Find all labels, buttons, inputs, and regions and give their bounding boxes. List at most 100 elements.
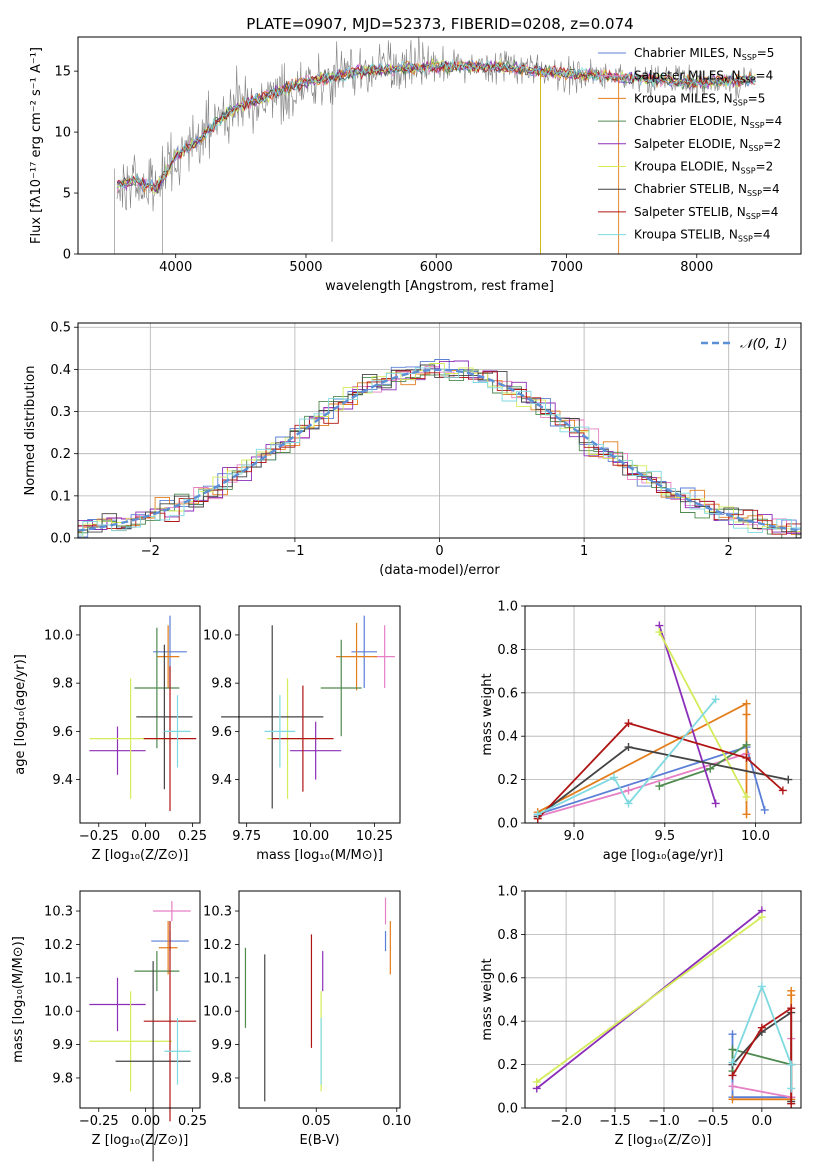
y-tick-label: 0.0 <box>50 532 71 547</box>
series-marker <box>655 628 664 637</box>
x-axis-label: Z [log₁₀(Z/Z⊙)] <box>615 1133 712 1148</box>
y-tick-label: 0.0 <box>497 1102 518 1117</box>
errorbar-point-3 <box>320 639 362 737</box>
y-tick-label: 9.4 <box>52 773 73 788</box>
series-marker <box>787 1004 796 1013</box>
x-tick-label: −0.25 <box>79 829 119 844</box>
y-tick-label: 0.4 <box>497 730 518 745</box>
series-marker <box>787 986 796 995</box>
legend-entry-0: Chabrier MILES, NSSP=5 <box>634 46 774 62</box>
panel-spectrum: 4000 5000 6000 7000 8000 0 5 10 15 wavelength [An… <box>29 36 802 294</box>
y-tick-label: 10.0 <box>44 1005 73 1020</box>
x-tick-label: −0.5 <box>697 1114 729 1129</box>
axes-frame <box>524 605 802 824</box>
x-axis-label: (data-model)/error <box>379 563 500 578</box>
legend-entry: 𝒩(0, 1) <box>740 337 787 352</box>
series-marker <box>706 764 715 773</box>
y-axis-label: mass weight <box>480 673 495 755</box>
plot-area-mass-vs-Z <box>89 901 197 1162</box>
y-tick-label: 9.8 <box>52 677 73 692</box>
plot-area-age-vs-Z <box>89 615 197 811</box>
errorbar-point-2 <box>336 622 377 691</box>
x-tick-label: −2 <box>141 544 160 559</box>
series-marker <box>784 775 793 784</box>
x-tick-label: 0.25 <box>178 829 207 844</box>
y-tick-label: 9.8 <box>52 1071 73 1086</box>
figure-title: PLATE=0907, MJD=52373, FIBERID=0208, z=0… <box>246 15 633 33</box>
y-tick-label: 9.9 <box>52 1038 73 1053</box>
x-tick-label: −1.5 <box>599 1114 631 1129</box>
series-marker <box>787 1060 796 1069</box>
errorbar-point-5 <box>136 644 193 790</box>
x-axis-label: mass [log₁₀(M/M⊙)] <box>256 848 383 863</box>
y-tick-label: 0.4 <box>50 363 71 378</box>
x-tick-label: 8000 <box>680 260 713 275</box>
errorbar-point-3 <box>89 726 146 775</box>
legend-entry-8: Kroupa STELIB, NSSP=4 <box>634 228 771 244</box>
series-marker <box>728 1058 737 1067</box>
series-marker <box>728 1030 737 1039</box>
y-tick-label: 10.0 <box>203 628 232 643</box>
series-marker <box>728 1045 737 1054</box>
y-tick-label: 10.1 <box>203 971 232 986</box>
panel-weight-vs-age: 9.0 9.5 10.0 0.0 0.2 0.4 0.6 0.8 1.0 age [log₁₀(a… <box>480 600 802 863</box>
series-marker <box>760 805 769 814</box>
series-line-0 <box>537 745 766 816</box>
errorbar-point-6 <box>221 625 324 809</box>
plot-area-age-vs-mass <box>221 615 395 809</box>
series-marker <box>757 913 766 922</box>
y-tick-label: 15 <box>54 65 71 80</box>
series-marker <box>532 1077 541 1086</box>
model-spectrum-line-5 <box>116 58 756 194</box>
errorbar-point-7 <box>143 921 197 1122</box>
x-tick-label: 0 <box>435 544 443 559</box>
plot-area-mass-vs-ebv <box>244 897 391 1102</box>
y-tick-label: 9.9 <box>211 1038 232 1053</box>
model-spectrum-line-7 <box>116 60 756 192</box>
y-tick-label: 10.3 <box>203 905 232 920</box>
series-marker <box>655 782 664 791</box>
series-marker <box>778 786 787 795</box>
y-tick-label: 10.3 <box>44 905 73 920</box>
axes-frame <box>238 605 401 824</box>
x-tick-label: −1.0 <box>648 1114 680 1129</box>
x-tick-label: 5000 <box>289 260 322 275</box>
errorbar-point-4 <box>290 721 342 780</box>
x-tick-label: 6000 <box>420 260 453 275</box>
histogram-8 <box>78 367 801 536</box>
x-tick-label: −0.25 <box>79 1114 119 1129</box>
y-axis-label: mass [log₁₀(M/M⊙)] <box>11 936 26 1063</box>
y-tick-label: 0.6 <box>497 686 518 701</box>
y-tick-label: 0.8 <box>497 928 518 943</box>
model-spectrum-line-8 <box>117 58 756 191</box>
x-tick-label: 4000 <box>159 260 192 275</box>
y-tick-label: 10.0 <box>203 1005 232 1020</box>
y-tick-label: 0.2 <box>50 447 71 462</box>
series-line-8 <box>537 698 717 816</box>
series-marker <box>728 1071 737 1080</box>
plot-area-weight-vs-Z <box>532 906 796 1108</box>
series-marker <box>742 710 751 719</box>
errorbar-point-7 <box>164 695 191 768</box>
series-marker <box>624 743 633 752</box>
series-marker <box>757 982 766 991</box>
y-tick-label: 10.2 <box>44 938 73 953</box>
y-tick-label: 1.0 <box>497 600 518 615</box>
errorbar-point-1 <box>374 625 395 688</box>
y-tick-label: 9.8 <box>211 1071 232 1086</box>
errorbar-point-2 <box>134 627 180 749</box>
y-axis-label: age [log₁₀(age/yr)] <box>13 654 28 775</box>
y-tick-label: 0.8 <box>497 643 518 658</box>
series-marker <box>624 719 633 728</box>
x-axis-label: E(B-V) <box>299 1133 339 1148</box>
series-marker <box>728 1095 737 1104</box>
x-tick-label: −1 <box>285 544 304 559</box>
y-tick-label: 0.6 <box>497 971 518 986</box>
x-tick-label: 7000 <box>550 260 583 275</box>
series-line-7 <box>537 722 784 820</box>
y-tick-label: 10.1 <box>44 971 73 986</box>
y-tick-label: 0.1 <box>50 489 71 504</box>
x-tick-label: 1 <box>580 544 588 559</box>
axes-frame <box>77 36 802 255</box>
